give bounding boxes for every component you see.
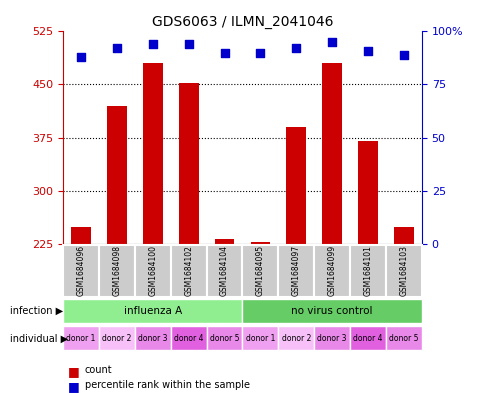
Bar [71, 228, 91, 244]
Text: GSM1684100: GSM1684100 [148, 245, 157, 296]
Point [363, 48, 371, 54]
Title: GDS6063 / ILMN_2041046: GDS6063 / ILMN_2041046 [151, 15, 333, 29]
Text: donor 5: donor 5 [389, 334, 418, 343]
Point [328, 39, 335, 45]
Point [77, 54, 85, 60]
Text: no virus control: no virus control [291, 306, 372, 316]
Text: GSM1684103: GSM1684103 [399, 245, 408, 296]
Point [113, 45, 121, 51]
Point [399, 51, 407, 58]
Text: GSM1684101: GSM1684101 [363, 245, 372, 296]
Bar [63, 326, 99, 351]
Text: ■: ■ [68, 365, 79, 378]
Point [292, 45, 300, 51]
Bar [214, 239, 234, 244]
Point [256, 50, 264, 56]
Bar [206, 245, 242, 297]
Point [149, 41, 156, 47]
Text: donor 4: donor 4 [174, 334, 203, 343]
Bar [385, 245, 421, 297]
Text: GSM1684096: GSM1684096 [76, 245, 85, 296]
Text: donor 5: donor 5 [210, 334, 239, 343]
Bar [250, 242, 270, 244]
Bar [349, 326, 385, 351]
Bar [385, 326, 421, 351]
Bar [63, 299, 242, 323]
Bar [170, 326, 206, 351]
Text: donor 1: donor 1 [245, 334, 274, 343]
Text: ■: ■ [68, 380, 79, 393]
Text: donor 2: donor 2 [281, 334, 310, 343]
Text: percentile rank within the sample: percentile rank within the sample [85, 380, 249, 390]
Bar [242, 326, 278, 351]
Bar [349, 245, 385, 297]
Bar [99, 326, 135, 351]
Text: donor 2: donor 2 [102, 334, 131, 343]
Text: influenza A: influenza A [123, 306, 182, 316]
Bar [242, 245, 278, 297]
Text: GSM1684104: GSM1684104 [220, 245, 228, 296]
Point [184, 41, 192, 47]
Text: count: count [85, 365, 112, 375]
Bar [286, 127, 305, 244]
Text: individual ▶: individual ▶ [10, 333, 68, 343]
Text: donor 3: donor 3 [138, 334, 167, 343]
Text: GSM1684102: GSM1684102 [184, 245, 193, 296]
Bar [358, 141, 377, 244]
Bar [278, 326, 314, 351]
Bar [242, 299, 421, 323]
Bar [322, 63, 341, 244]
Bar [143, 63, 162, 244]
Bar [107, 106, 126, 244]
Bar [206, 326, 242, 351]
Bar [314, 326, 349, 351]
Text: infection ▶: infection ▶ [10, 306, 63, 316]
Text: donor 1: donor 1 [66, 334, 95, 343]
Bar [170, 245, 206, 297]
Bar [278, 245, 314, 297]
Bar [135, 326, 170, 351]
Bar [99, 245, 135, 297]
Bar [393, 228, 413, 244]
Bar [314, 245, 349, 297]
Text: GSM1684099: GSM1684099 [327, 245, 336, 296]
Point [220, 50, 228, 56]
Text: donor 3: donor 3 [317, 334, 346, 343]
Text: GSM1684098: GSM1684098 [112, 245, 121, 296]
Text: GSM1684097: GSM1684097 [291, 245, 300, 296]
Text: GSM1684095: GSM1684095 [256, 245, 264, 296]
Bar [135, 245, 170, 297]
Bar [179, 83, 198, 244]
Text: donor 4: donor 4 [353, 334, 382, 343]
Bar [63, 245, 99, 297]
